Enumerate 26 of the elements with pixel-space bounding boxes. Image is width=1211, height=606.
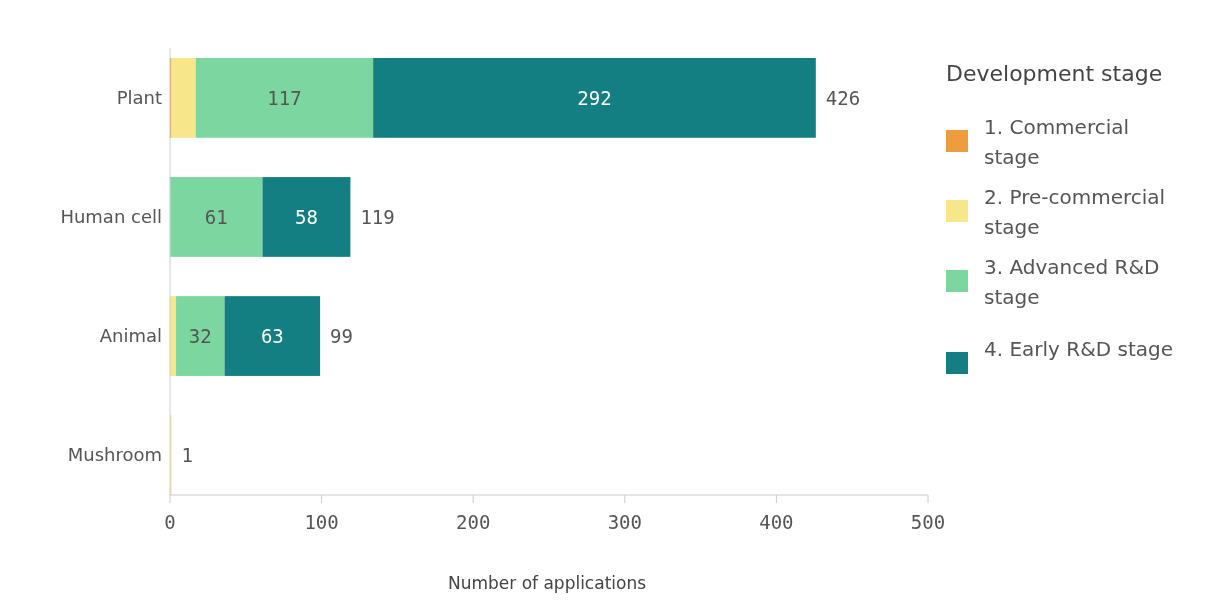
x-tick-label: 100 — [304, 511, 339, 533]
y-tick-label: Human cell — [60, 206, 162, 228]
x-tick-label: 200 — [456, 511, 491, 533]
y-tick-label: Mushroom — [67, 444, 162, 466]
data-label: 32 — [188, 324, 212, 347]
total-label: 119 — [360, 205, 395, 228]
x-tick-label: 500 — [910, 511, 946, 533]
total-label: 426 — [825, 86, 861, 109]
legend-label: 2. Pre-commercial stage — [984, 185, 1166, 239]
data-label: 117 — [267, 86, 302, 109]
total-label: 99 — [330, 324, 353, 347]
legend-label: 3. Advanced R&D stage — [984, 255, 1160, 309]
x-tick-label: 300 — [607, 511, 642, 533]
y-tick-label: Animal — [99, 325, 162, 347]
legend-label: 4. Early R&D stage — [984, 337, 1174, 361]
legend-label: 1. Commercial stage — [984, 115, 1130, 169]
data-label: 61 — [204, 205, 228, 228]
legend-title: Development stage — [946, 61, 1163, 86]
x-tick-label: 0 — [164, 511, 176, 533]
data-label: 58 — [294, 205, 318, 228]
data-label: 292 — [577, 86, 612, 109]
data-label: 63 — [260, 324, 284, 347]
total-label: 1 — [181, 443, 193, 466]
y-tick-label: Plant — [116, 87, 162, 109]
x-axis-title: Number of applications — [447, 573, 647, 593]
x-tick-label: 400 — [759, 511, 794, 533]
